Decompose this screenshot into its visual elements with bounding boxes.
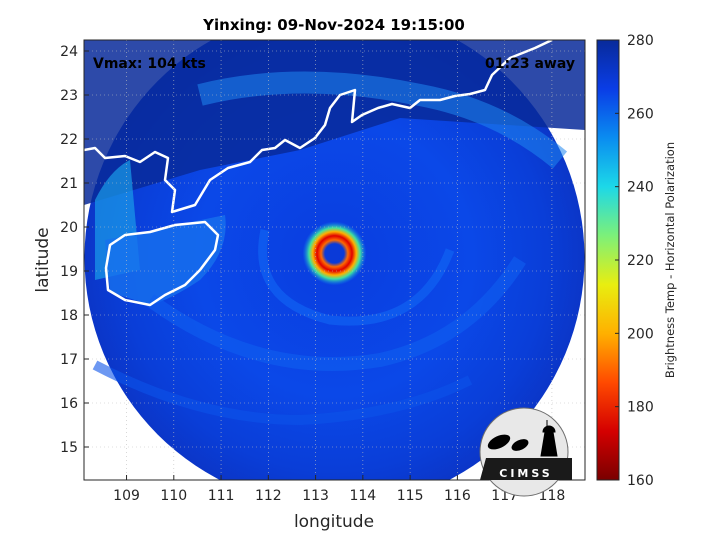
logo-text: CIMSS: [499, 467, 552, 480]
y-tick-label: 21: [60, 176, 78, 192]
x-tick-label: 115: [397, 488, 424, 504]
colorbar-tick-label: 280: [627, 33, 654, 49]
colorbar-tick-label: 180: [627, 400, 654, 416]
y-axis-label: latitude: [33, 227, 53, 292]
logo-tower-icon: [540, 420, 558, 457]
y-tick-label: 17: [60, 352, 78, 368]
y-tick-label: 23: [60, 88, 78, 104]
y-tick-label: 24: [60, 44, 78, 60]
y-tick-label: 20: [60, 220, 78, 236]
x-tick-label: 114: [349, 488, 376, 504]
microwave-swath: [84, 40, 585, 480]
logo-ground-shape: [480, 458, 572, 480]
colorbar-ticks: 160 180 200 220 240 260 280: [615, 33, 654, 489]
x-tick-label: 110: [160, 488, 187, 504]
colorbar: 160 180 200 220 240 260 280 Brightness Temp - …: [596, 33, 677, 489]
colorbar-tick-label: 240: [627, 180, 654, 196]
y-tick-label: 18: [60, 308, 78, 324]
y-ticks: 15 16 17 18 19 20 21 22 23 24: [60, 44, 89, 456]
x-tick-label: 118: [539, 488, 566, 504]
colorbar-tick-label: 160: [627, 473, 654, 489]
y-tick-label: 22: [60, 132, 78, 148]
x-tick-label: 113: [302, 488, 329, 504]
colorbar-tick-label: 220: [627, 253, 654, 269]
y-tick-label: 16: [60, 396, 78, 412]
hainan-coastline: [104, 220, 220, 307]
vietnam-coastline: [84, 391, 139, 480]
china-coastline: [84, 40, 553, 214]
land-cold-region: [84, 40, 585, 205]
logo-dish-icon-2: [511, 439, 529, 451]
grid-lines: [84, 40, 585, 480]
plot-area: 109 110 111 112 113 114 115 116 117 118 151617181…: [60, 39, 586, 504]
swath-layer: [84, 40, 585, 480]
y-tick-label: 15: [60, 440, 78, 456]
chart-title: Yinxing: 09-Nov-2024 19:15:00: [202, 16, 465, 34]
eye: [328, 249, 341, 262]
x-tick-label: 116: [444, 488, 471, 504]
y-tick-label: 19: [60, 264, 78, 280]
colorbar-tick-label: 200: [627, 326, 654, 342]
x-tick-label: 111: [208, 488, 235, 504]
spiral-band-outer: [145, 256, 526, 371]
southern-band: [92, 360, 473, 426]
vmax-label: Vmax: 104 kts: [93, 56, 206, 72]
north-coastal-band: [197, 71, 568, 169]
colorbar-label: Brightness Temp - Horizontal Polarizatio…: [663, 142, 677, 378]
colorbar-tick-label: 260: [627, 106, 654, 122]
island-area: [105, 215, 226, 305]
spiral-band-inner: [258, 229, 455, 326]
x-axis-label: longitude: [294, 512, 374, 532]
logo-dish-icon: [487, 434, 511, 450]
x-tick-label: 112: [255, 488, 282, 504]
x-tick-label: 109: [113, 488, 140, 504]
cimss-logo: CIMSS: [479, 407, 572, 497]
time-away-label: 01:23 away: [485, 56, 575, 72]
axes-frame: [83, 39, 586, 481]
